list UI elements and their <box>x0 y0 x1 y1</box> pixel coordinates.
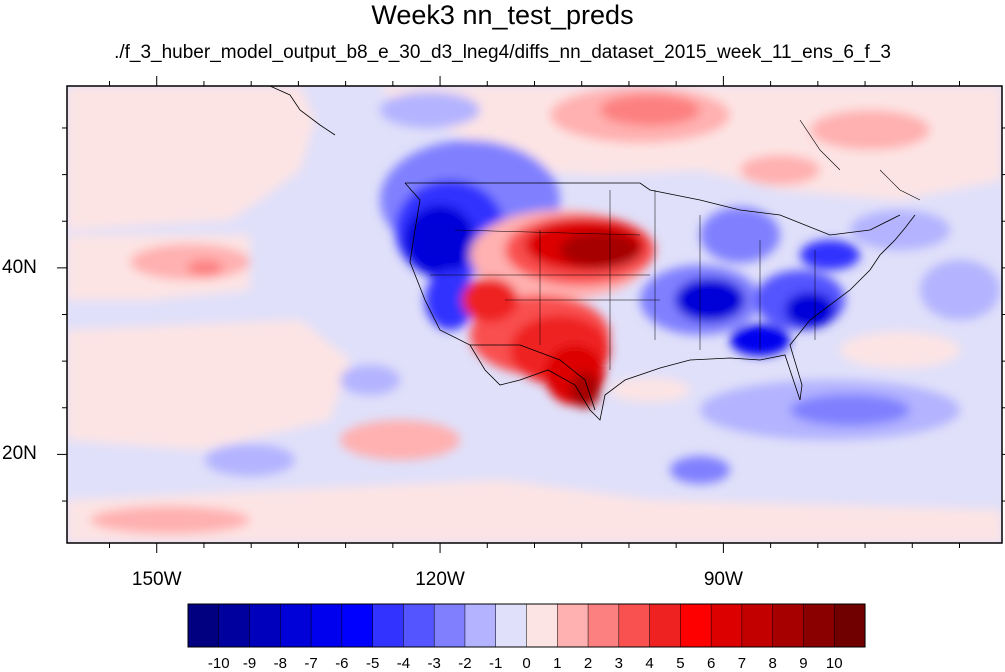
x-tick-label: 150W <box>131 569 182 590</box>
alaska-coast <box>269 85 336 136</box>
y-tick-label: 20N <box>2 443 37 465</box>
colorbar-tick-label: -8 <box>273 655 287 672</box>
colorbar-box <box>280 603 312 648</box>
colorbar-box <box>249 603 281 648</box>
colorbar-tick-label: 6 <box>706 655 716 672</box>
colorbar-box <box>433 603 466 648</box>
colorbar-box <box>680 603 712 648</box>
colorbar-tick-label: 1 <box>553 655 562 672</box>
colorbar-tick-label: 8 <box>768 655 777 672</box>
colorbar-tick-label: 5 <box>676 655 685 672</box>
colorbar-box <box>557 603 589 648</box>
northern-border <box>405 182 901 236</box>
colorbar-tick-label: 2 <box>583 655 593 672</box>
state-borders <box>430 190 816 370</box>
colorbar-box <box>833 603 866 648</box>
colorbar-box <box>372 603 404 648</box>
colorbar-tick-label: 0 <box>522 655 531 672</box>
colorbar-box <box>526 603 558 648</box>
chart-subtitle: ./f_3_huber_model_output_b8_e_30_d3_lneg… <box>114 42 891 63</box>
anomaly-field <box>67 86 1002 543</box>
x-tick-label: 90W <box>703 569 743 590</box>
colorbar-box <box>495 603 528 648</box>
coastline <box>404 182 916 421</box>
colorbar-tick-label: 10 <box>825 655 843 672</box>
colorbar-tick-label: 7 <box>737 655 747 672</box>
colorbar-tick-label: 9 <box>799 655 808 672</box>
colorbar-tick-label: -1 <box>489 655 503 672</box>
colorbar-box <box>218 603 251 648</box>
chart-title: Week3 nn_test_preds <box>371 0 634 30</box>
colorbar <box>187 603 866 648</box>
colorbar-box <box>464 603 497 648</box>
colorbar-tick-label: -4 <box>396 655 411 672</box>
colorbar-tick-label: -7 <box>304 655 318 672</box>
colorbar-box <box>710 603 743 648</box>
colorbar-box <box>618 603 651 648</box>
colorbar-box <box>187 603 220 648</box>
x-tick-label: 120W <box>415 569 465 590</box>
colorbar-frame <box>187 603 866 648</box>
canada-coast <box>799 119 921 201</box>
southern-border <box>470 344 596 411</box>
colorbar-box <box>587 603 620 648</box>
colorbar-tick-label: -2 <box>458 655 472 672</box>
colorbar-tick-label: -6 <box>335 655 349 672</box>
colorbar-box <box>403 603 435 648</box>
colorbar-box <box>772 603 805 648</box>
colorbar-box <box>310 603 343 648</box>
colorbar-box <box>649 603 681 648</box>
colorbar-tick-label: 4 <box>645 655 654 672</box>
colorbar-box <box>341 603 374 648</box>
colorbar-tick-label: -9 <box>242 655 257 672</box>
colorbar-tick-label: -10 <box>207 655 230 672</box>
coastline-borders <box>269 85 921 421</box>
colorbar-box <box>803 603 835 648</box>
colorbar-tick-label: -3 <box>427 655 441 672</box>
y-tick-label: 40N <box>2 256 37 278</box>
colorbar-tick-label: 3 <box>614 655 623 672</box>
colorbar-tick-label: -5 <box>365 655 380 672</box>
colorbar-box <box>741 603 774 648</box>
